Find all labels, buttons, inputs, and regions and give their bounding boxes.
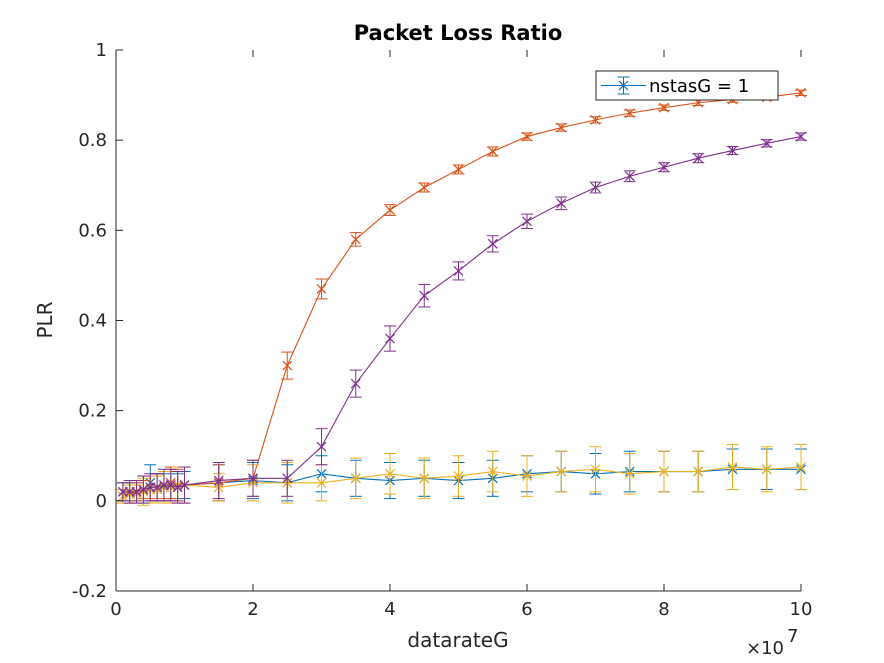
- data-point: [522, 471, 532, 481]
- x-tick-label: 2: [247, 599, 258, 620]
- y-tick-label: 0.4: [78, 311, 107, 332]
- legend: nstasG = 1: [595, 70, 779, 101]
- y-tick-label: 0: [96, 491, 107, 512]
- y-tick-label: -0.2: [72, 581, 107, 602]
- data-point: [350, 234, 361, 245]
- data-point: [761, 464, 772, 475]
- data-point: [453, 265, 464, 276]
- y-tick-label: 0.8: [78, 130, 107, 151]
- series-layer: [116, 87, 807, 506]
- data-point: [624, 468, 635, 479]
- data-point: [556, 466, 567, 477]
- data-point: [350, 473, 361, 484]
- series-line: [122, 468, 801, 493]
- data-point: [282, 473, 293, 484]
- data-point: [590, 114, 601, 125]
- data-point: [796, 131, 806, 142]
- axes: 0 2 4 6 8 10 -0.200.20.40.60.81: [72, 40, 813, 620]
- x-exponent-power: 7: [787, 626, 798, 647]
- legend-marker: [618, 80, 629, 91]
- data-point: [659, 102, 669, 113]
- data-point: [796, 87, 806, 98]
- x-ticks: 0 2 4 6 8 10: [110, 50, 812, 620]
- data-point: [419, 473, 430, 484]
- data-point: [590, 464, 601, 475]
- x-tick-label: 10: [790, 599, 813, 620]
- data-point: [556, 198, 567, 209]
- legend-swatch: [601, 76, 646, 95]
- data-point: [487, 146, 498, 157]
- data-point: [145, 482, 156, 493]
- data-point: [165, 480, 176, 490]
- x-tick-label: 0: [110, 599, 121, 620]
- data-point: [659, 466, 669, 477]
- data-point: [350, 378, 361, 389]
- data-point: [761, 138, 772, 149]
- data-point: [659, 162, 669, 173]
- data-point: [693, 466, 704, 477]
- y-axis-title: PLR: [33, 301, 57, 338]
- data-point: [590, 182, 601, 193]
- data-point: [152, 482, 163, 493]
- series-4: [116, 131, 807, 504]
- data-point: [727, 145, 738, 156]
- series-line: [122, 466, 802, 497]
- y-tick-label: 1: [96, 40, 107, 61]
- data-point: [453, 164, 464, 175]
- x-axis-title: datarateG: [407, 628, 508, 652]
- data-point: [316, 441, 327, 452]
- data-point: [624, 108, 635, 119]
- data-point: [179, 480, 190, 490]
- data-point: [138, 484, 149, 495]
- data-point: [556, 122, 567, 133]
- data-point: [487, 466, 498, 477]
- data-point: [248, 473, 258, 484]
- y-tick-label: 0.2: [78, 401, 107, 422]
- legend-entry-label: nstasG = 1: [649, 76, 749, 97]
- data-point: [282, 360, 293, 371]
- plot-area: [116, 50, 801, 591]
- data-point: [172, 482, 183, 493]
- data-point: [131, 486, 142, 497]
- x-tick-label: 6: [521, 599, 532, 620]
- data-point: [693, 153, 704, 164]
- data-point: [522, 131, 532, 142]
- data-point: [213, 475, 224, 486]
- data-point: [487, 238, 498, 249]
- data-point: [522, 216, 532, 227]
- data-point: [419, 290, 430, 301]
- data-point: [316, 284, 327, 294]
- data-point: [727, 462, 738, 472]
- x-exponent-base: ×10: [746, 638, 784, 659]
- data-point: [453, 471, 464, 481]
- x-tick-label: 8: [658, 599, 669, 620]
- series-line: [122, 136, 802, 493]
- data-point: [419, 182, 430, 193]
- data-point: [796, 462, 806, 472]
- data-point: [385, 205, 395, 215]
- data-point: [385, 333, 395, 344]
- data-point: [316, 477, 327, 488]
- y-tick-label: 0.6: [78, 220, 107, 241]
- data-point: [124, 486, 135, 497]
- chart-title: Packet Loss Ratio: [354, 21, 563, 45]
- data-point: [624, 171, 635, 182]
- x-exponent: ×10 7: [746, 626, 798, 659]
- data-point: [385, 468, 395, 479]
- data-point: [117, 486, 128, 497]
- y-ticks: -0.2 0 0.2 0.4 0.6 0.8 1: [72, 40, 123, 602]
- data-point: [159, 480, 169, 490]
- x-tick-label: 4: [384, 599, 395, 620]
